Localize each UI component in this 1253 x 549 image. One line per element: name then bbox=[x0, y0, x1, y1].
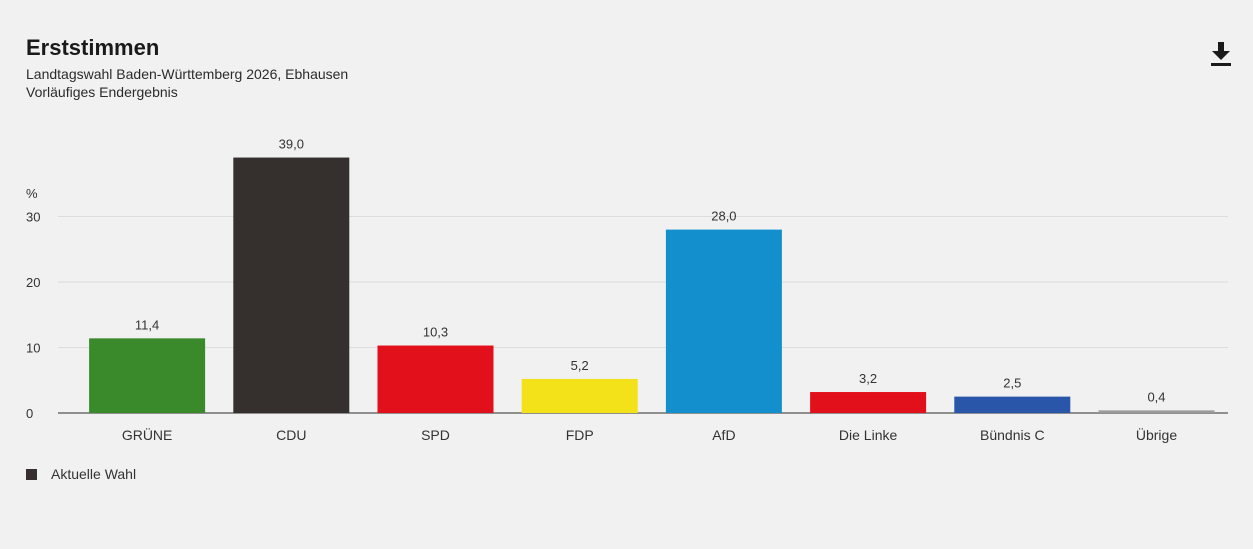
bar-value-label: 3,2 bbox=[859, 371, 877, 386]
chart-legend: Aktuelle Wahl bbox=[26, 466, 136, 482]
chart-subtitle: Landtagswahl Baden-Württemberg 2026, Ebh… bbox=[26, 66, 349, 82]
x-category-label: SPD bbox=[421, 427, 450, 443]
y-axis-unit-label: % bbox=[26, 186, 38, 201]
bar-value-label: 2,5 bbox=[1003, 376, 1021, 391]
bar-value-label: 0,4 bbox=[1147, 389, 1165, 404]
bar-value-label: 11,4 bbox=[135, 317, 159, 332]
x-category-label: FDP bbox=[566, 427, 594, 443]
bar-8 bbox=[1098, 410, 1215, 413]
y-tick-label: 10 bbox=[26, 341, 40, 356]
download-button[interactable] bbox=[1208, 40, 1234, 68]
legend-swatch bbox=[26, 468, 37, 480]
bar-6 bbox=[810, 392, 927, 413]
bar-value-label: 10,3 bbox=[423, 325, 448, 340]
bar-2 bbox=[233, 157, 350, 413]
x-category-label: Übrige bbox=[1136, 426, 1177, 443]
x-category-label: CDU bbox=[276, 427, 306, 443]
x-category-label: Bündnis C bbox=[980, 427, 1045, 443]
bar-value-label: 5,2 bbox=[571, 358, 589, 373]
bar-3 bbox=[377, 345, 494, 413]
y-tick-label: 30 bbox=[26, 210, 40, 225]
result-status: Vorläufiges Endergebnis bbox=[26, 84, 178, 100]
bar-value-label: 39,0 bbox=[279, 137, 304, 152]
x-category-label: Die Linke bbox=[839, 427, 898, 443]
x-category-label: AfD bbox=[712, 427, 735, 443]
chart-title: Erststimmen bbox=[26, 35, 160, 60]
y-tick-label: 0 bbox=[26, 406, 33, 421]
bar-4 bbox=[521, 378, 638, 413]
legend-label: Aktuelle Wahl bbox=[51, 466, 137, 482]
download-icon bbox=[1211, 42, 1231, 66]
x-category-label: GRÜNE bbox=[122, 426, 173, 443]
y-tick-label: 20 bbox=[26, 275, 40, 290]
bar-value-label: 28,0 bbox=[711, 209, 736, 224]
bar-5 bbox=[665, 229, 782, 413]
bar-1 bbox=[89, 338, 206, 413]
bar-7 bbox=[954, 396, 1071, 413]
